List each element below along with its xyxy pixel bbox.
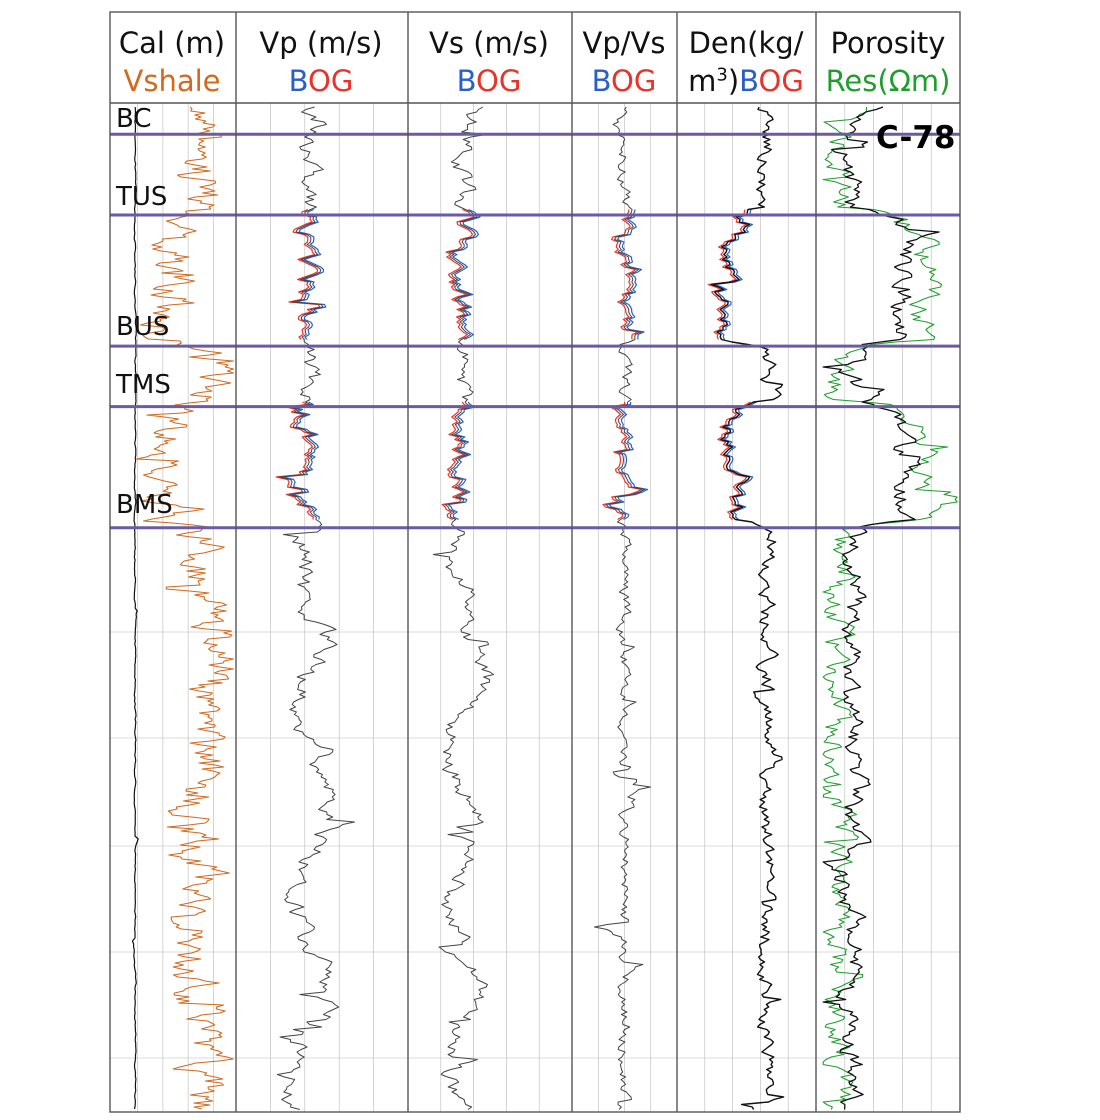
header-den-label: Den(kg/ (688, 26, 804, 60)
header-vs-bog: BOG (408, 64, 570, 98)
vs-brine-curve (447, 401, 476, 521)
header-vpvs-label: Vp/Vs (582, 26, 666, 60)
vp-curve (276, 106, 355, 1110)
vpvs-oil-curve (610, 209, 639, 340)
resistivity-curve (822, 106, 958, 1110)
caliper-curve (131, 106, 139, 1110)
log-curves (131, 106, 958, 1110)
formation-label-bc: BC (116, 104, 152, 134)
header-porosity-label: Porosity (830, 26, 946, 60)
formation-label-bus: BUS (116, 312, 170, 342)
den-unit-m: m (688, 64, 717, 98)
panel-border (109, 11, 961, 1113)
track-header-vpvs: Vp/Vs BOG (572, 26, 676, 98)
den-curve (710, 106, 785, 1110)
track-frames (109, 11, 961, 1113)
formation-label-tms: TMS (116, 370, 171, 400)
vs-oil-curve (441, 401, 470, 521)
vp-oil-curve (288, 208, 321, 340)
vs-curve (432, 106, 494, 1110)
header-den-unit: m3)BOG (677, 64, 815, 98)
formation-label-bms: BMS (116, 490, 173, 520)
vp-brine-curve (281, 401, 320, 520)
vp-oil-curve (275, 401, 314, 520)
formation-label-tus: TUS (116, 182, 168, 212)
vpvs-curve (594, 106, 651, 1110)
track-header-porosity: Porosity Res(Ωm) (816, 26, 960, 98)
vpvs-brine-curve (608, 401, 649, 521)
header-res-label: Res(Ωm) (825, 64, 951, 98)
den-unit-close: ) (727, 64, 740, 98)
vp-brine-curve (294, 208, 327, 340)
track-header-vs: Vs (m/s) BOG (408, 26, 570, 98)
den-oil-curve (707, 209, 748, 340)
bog-o: O (611, 64, 634, 98)
formation-boundaries (110, 132, 960, 530)
bog-g: G (781, 64, 804, 98)
porosity-curve (822, 106, 940, 1110)
bog-o: O (308, 64, 331, 98)
bog-b: B (288, 64, 309, 98)
track-grid (110, 103, 960, 1112)
track-header-vp: Vp (m/s) BOG (236, 26, 406, 98)
header-vshale-label: Vshale (123, 64, 221, 98)
vshale-curve (135, 106, 235, 1110)
track-header-density: Den(kg/ m3)BOG (677, 26, 815, 98)
track-header-caliper: Cal (m) Vshale (110, 26, 234, 98)
header-vs-label: Vs (m/s) (429, 26, 549, 60)
header-vp-label: Vp (m/s) (259, 26, 383, 60)
den-brine-curve (713, 209, 754, 340)
den-brine-curve (723, 401, 757, 520)
header-cal-label: Cal (m) (118, 26, 226, 60)
vs-brine-curve (451, 208, 481, 341)
bog-b: B (591, 64, 612, 98)
vpvs-oil-curve (602, 401, 643, 521)
well-name-label: C-78 (876, 120, 956, 156)
bog-b: B (456, 64, 477, 98)
den-unit-sup: 3 (716, 64, 728, 86)
den-oil-curve (717, 401, 751, 520)
header-vp-bog: BOG (236, 64, 406, 98)
bog-g: G (330, 64, 354, 98)
bog-o: O (758, 64, 782, 98)
header-vpvs-bog: BOG (572, 64, 676, 98)
vpvs-brine-curve (616, 209, 645, 340)
bog-g: G (633, 64, 657, 98)
vs-oil-curve (445, 208, 475, 341)
bog-b: B (739, 64, 759, 98)
bog-o: O (476, 64, 499, 98)
bog-g: G (498, 64, 522, 98)
